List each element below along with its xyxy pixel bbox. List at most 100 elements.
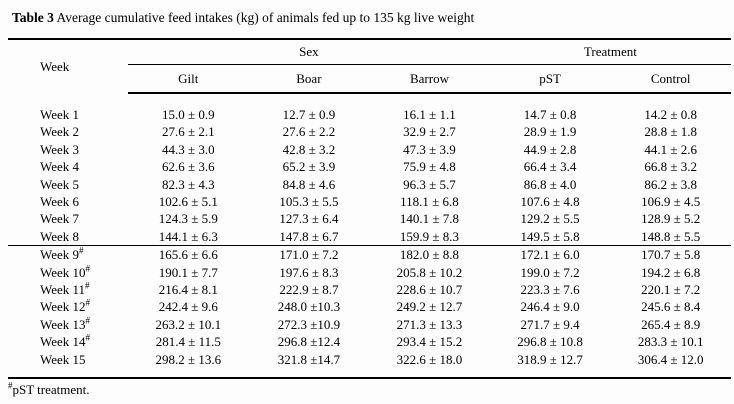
header-barrow: Barrow: [369, 64, 490, 94]
value-cell: 170.7 ± 5.8: [610, 245, 731, 264]
table-row: Week 12# 242.4 ± 9.6 248.0 ±10.3 249.2 ± 12…: [8, 298, 731, 315]
value-cell: 205.8 ± 10.2: [396, 264, 463, 280]
value-cell: 12.7 ± 0.9: [282, 107, 336, 122]
pst-treatment-marker: #: [85, 298, 91, 309]
value-cell: 199.0 ± 7.2: [520, 264, 580, 280]
table-row: Week 14# 281.4 ± 11.5 296.8 ±12.4 293.4 ± 1…: [8, 333, 731, 350]
row-label-cell: Week 13#: [8, 316, 128, 333]
value-cell: 27.6 ± 2.2: [282, 124, 336, 140]
table-row: Week 15 298.2 ± 13.6 321.8 ±14.7 322.6 ± 18…: [8, 351, 731, 378]
value-cell: 44.3 ± 3.0: [161, 141, 215, 157]
value-cell: 105.3 ± 5.5: [279, 194, 339, 210]
header-gilt: Gilt: [128, 64, 249, 94]
value-cell: 306.4 ± 12.0: [637, 351, 704, 367]
value-cell: 228.6 ± 10.7: [396, 282, 463, 298]
value-cell: 149.5 ± 5.8: [520, 228, 580, 244]
table-row: Week 8 144.1 ± 6.3 147.8 ± 6.7 159.9 ± 8.3 1…: [8, 228, 731, 246]
value-cell: 298.2 ± 13.6: [155, 351, 222, 367]
value-cell: 42.8 ± 3.2: [282, 141, 336, 157]
group-header-row: Week Sex Treatment: [8, 39, 731, 74]
value-cell: 197.6 ± 8.3: [279, 264, 339, 280]
table-row: Week 6 102.6 ± 5.1 105.3 ± 5.5 118.1 ± 6.8 1…: [8, 193, 731, 210]
value-cell: 44.9 ± 2.8: [523, 141, 577, 157]
table-title: Table 3 Average cumulative feed intakes …: [0, 0, 734, 26]
value-cell: 296.8 ± 10.8: [517, 334, 583, 350]
header-week: Week: [40, 58, 70, 74]
value-cell: 106.9 ± 4.5: [641, 194, 701, 210]
week-label: Week 12: [40, 299, 86, 315]
week-label: Week 4: [40, 159, 80, 175]
value-cell: 296.8 ±12.4: [277, 334, 341, 350]
value-cell: 321.8 ±14.7: [277, 351, 341, 367]
value-cell: 159.9 ± 8.3: [399, 228, 460, 244]
value-cell: 84.8 ± 4.6: [282, 176, 336, 192]
value-cell: 223.3 ± 7.6: [520, 282, 580, 298]
week-label: Week 9: [40, 247, 80, 263]
value-cell: 44.1 ± 2.6: [644, 141, 697, 157]
table-row: Week 7 124.3 ± 5.9 127.3 ± 6.4 140.1 ± 7.8 1…: [8, 210, 731, 227]
table-row: Week 1 15.0 ± 0.9 12.7 ± 0.9 16.1 ± 1.1 14.7…: [8, 93, 731, 123]
table-row: Week 11# 216.4 ± 8.1 222.9 ± 8.7 228.6 ± 10…: [8, 281, 731, 298]
value-cell: 66.8 ± 3.2: [644, 159, 697, 175]
week-label: Week 8: [40, 228, 80, 244]
week-label: Week 1: [40, 106, 80, 122]
header-pst: pST: [489, 64, 611, 94]
value-cell: 190.1 ± 7.7: [158, 264, 218, 280]
value-cell: 322.6 ± 18.0: [396, 351, 463, 367]
value-cell: 47.3 ± 3.9: [403, 141, 456, 157]
column-header-row: Gilt Boar Barrow pST Control: [8, 64, 731, 94]
week-label: Week 13: [40, 316, 86, 332]
value-cell: 272.3 ±10.9: [277, 316, 341, 332]
value-cell: 242.4 ± 9.6: [158, 299, 218, 315]
row-label-cell: Week 12#: [8, 298, 128, 315]
value-cell: 102.6 ± 5.1: [158, 194, 218, 210]
table-row: Week 13# 263.2 ± 10.1 272.3 ±10.9 271.3 ± 1…: [8, 316, 731, 333]
value-cell: 172.1 ± 6.0: [489, 245, 611, 264]
value-cell: 14.2 ± 0.8: [644, 107, 697, 122]
footnote: #pST treatment.: [8, 380, 734, 398]
week-label: Week 7: [40, 211, 80, 227]
value-cell: 28.9 ± 1.9: [523, 124, 577, 140]
value-cell: 271.3 ± 13.3: [396, 316, 463, 332]
pst-treatment-marker: #: [85, 263, 91, 274]
value-cell: 118.1 ± 6.8: [400, 194, 459, 210]
table-row: Week 5 82.3 ± 4.3 84.8 ± 4.6 96.3 ± 5.7 86.8…: [8, 176, 731, 193]
pst-treatment-marker: #: [85, 332, 91, 343]
value-cell: 16.1 ± 1.1: [403, 107, 456, 122]
table-body: Week 1 15.0 ± 0.9 12.7 ± 0.9 16.1 ± 1.1 14.7…: [8, 93, 731, 378]
row-label-cell: Week 11#: [8, 281, 128, 298]
value-cell: 32.9 ± 2.7: [403, 124, 456, 140]
value-cell: 96.3 ± 5.7: [403, 176, 456, 192]
value-cell: 263.2 ± 10.1: [155, 316, 222, 332]
row-label-cell: Week 6: [8, 193, 128, 210]
value-cell: 281.4 ± 11.5: [155, 334, 221, 350]
value-cell: 147.8 ± 6.7: [279, 228, 339, 244]
value-cell: 271.7 ± 9.4: [520, 316, 580, 332]
pst-treatment-marker: #: [79, 245, 84, 256]
footnote-marker: #: [8, 380, 13, 391]
value-cell: 245.6 ± 8.4: [641, 299, 701, 315]
value-cell: 222.9 ± 8.7: [279, 282, 339, 298]
table-row: Week 3 44.3 ± 3.0 42.8 ± 3.2 47.3 ± 3.9 44.9…: [8, 141, 731, 158]
week-label: Week 15: [40, 351, 86, 367]
row-label-cell: Week 3: [8, 141, 128, 158]
header-boar: Boar: [248, 64, 370, 94]
week-label: Week 11: [40, 282, 86, 298]
row-label-cell: Week 15: [8, 351, 128, 378]
week-label: Week 14: [40, 334, 86, 350]
row-label-cell: Week 10#: [8, 264, 128, 281]
header-group-sex: Sex: [128, 39, 490, 65]
row-label-cell: Week 14#: [8, 333, 128, 350]
value-cell: 249.2 ± 12.7: [396, 299, 463, 315]
value-cell: 293.4 ± 15.2: [396, 334, 463, 350]
value-cell: 148.8 ± 5.5: [641, 228, 701, 244]
table-row: Week 10# 190.1 ± 7.7 197.6 ± 8.3 205.8 ± 10…: [8, 264, 731, 281]
value-cell: 107.6 ± 4.8: [520, 194, 580, 210]
header-group-treatment: Treatment: [489, 39, 731, 65]
value-cell: 86.8 ± 4.0: [523, 176, 577, 192]
value-cell: 14.7 ± 0.8: [523, 107, 577, 122]
table-row: Week 4 62.6 ± 3.6 65.2 ± 3.9 75.9 ± 4.8 66.4…: [8, 158, 731, 175]
value-cell: 124.3 ± 5.9: [158, 211, 218, 227]
value-cell: 75.9 ± 4.8: [403, 159, 456, 175]
